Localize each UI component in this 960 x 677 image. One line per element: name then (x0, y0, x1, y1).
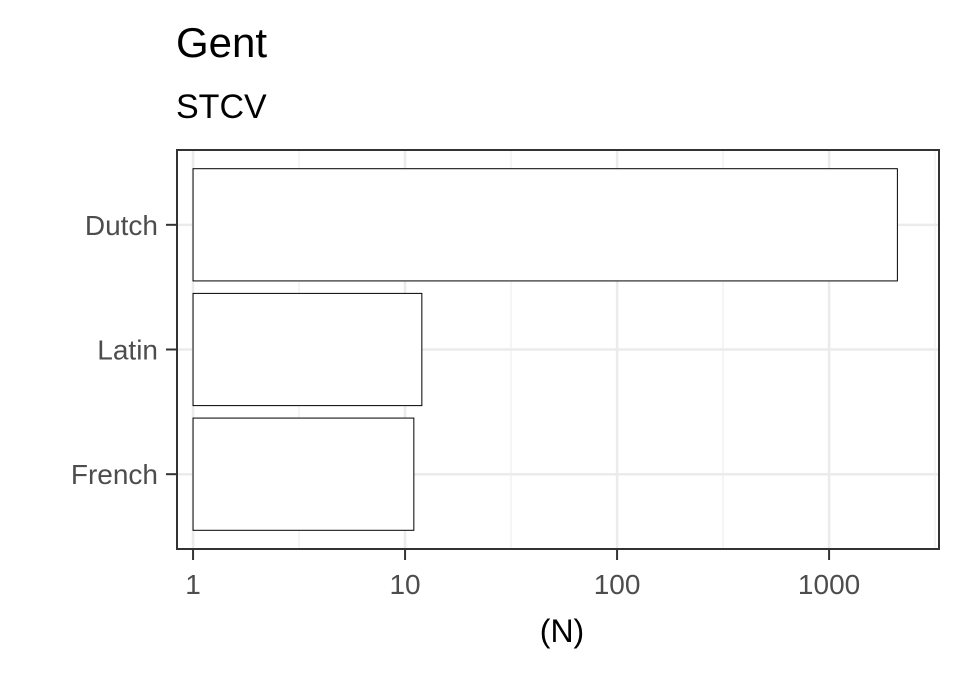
y-tick-label: Dutch (85, 210, 158, 241)
x-axis-title: (N) (540, 613, 584, 649)
bar-french (192, 417, 415, 531)
bars (192, 168, 898, 531)
y-tick-label: French (71, 459, 158, 490)
x-tick-label: 100 (594, 569, 641, 600)
axes: Dutch Latin French 1 10 100 1000 (71, 210, 860, 600)
x-tick-label: 1 (185, 569, 201, 600)
chart-subtitle: STCV (176, 88, 267, 126)
bar-latin (192, 292, 423, 407)
bar-dutch (192, 168, 898, 282)
chart-title: Gent (176, 19, 267, 66)
x-tick-label: 1000 (798, 569, 860, 600)
y-tick-label: Latin (97, 335, 158, 366)
x-tick-label: 10 (389, 569, 420, 600)
